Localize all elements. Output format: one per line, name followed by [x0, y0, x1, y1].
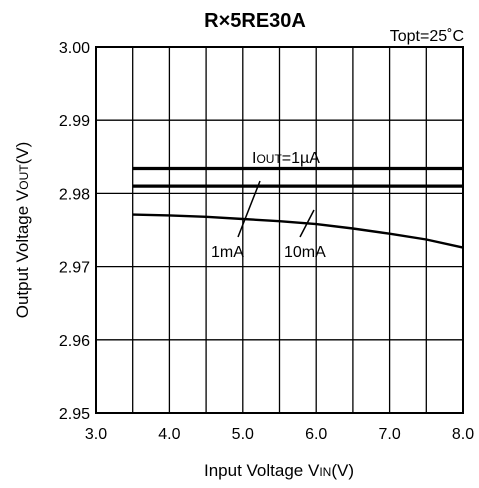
x-tick-label: 7.0 [378, 426, 400, 443]
annotation-leader-1ma [237, 180, 261, 238]
annotation-leader-10ma [299, 209, 315, 238]
x-tick-label: 5.0 [232, 426, 254, 443]
annotation-1ma: 1mA [211, 244, 244, 261]
series-line-10ma [132, 213, 464, 249]
chart-title: R×5RE30A [204, 10, 306, 32]
condition-label: Topt=25˚C [390, 28, 464, 45]
annotation-iout: IOUT=1µA [252, 150, 320, 167]
y-tick-label: 3.00 [59, 40, 90, 57]
y-tick-label: 2.96 [59, 333, 90, 350]
grid [95, 46, 464, 414]
x-tick-labels: 3.0 4.0 5.0 6.0 7.0 8.0 [85, 426, 474, 443]
plot-frame [95, 46, 464, 414]
x-tick-label: 3.0 [85, 426, 107, 443]
y-tick-label: 2.98 [59, 186, 90, 203]
y-tick-label: 2.99 [59, 113, 90, 130]
y-tick-labels: 2.95 2.96 2.97 2.98 2.99 3.00 [59, 40, 90, 423]
x-tick-label: 4.0 [158, 426, 180, 443]
data-series [132, 166, 464, 249]
x-tick-label: 6.0 [305, 426, 327, 443]
y-axis-label: Output Voltage VOUT(V) [13, 142, 32, 319]
annotation-10ma: 10mA [284, 244, 326, 261]
x-tick-label: 8.0 [452, 426, 474, 443]
x-axis-label: Input Voltage VIN(V) [204, 461, 354, 480]
y-tick-label: 2.97 [59, 260, 90, 277]
y-tick-label: 2.95 [59, 406, 90, 423]
